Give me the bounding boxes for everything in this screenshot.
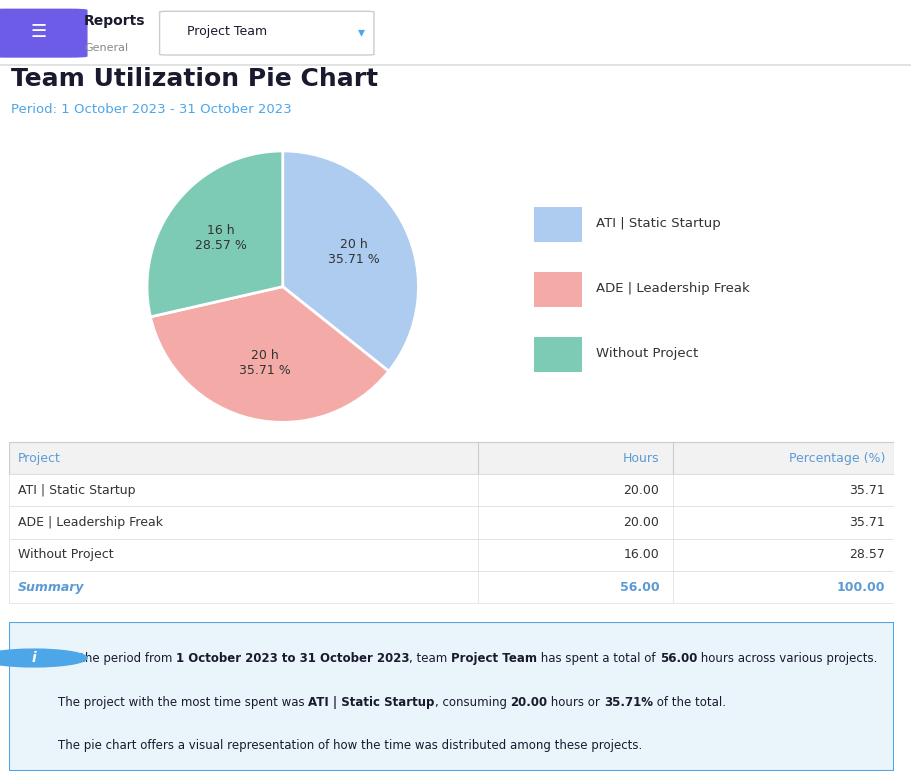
Text: Summary: Summary [18,580,85,594]
Text: , consuming: , consuming [434,696,510,709]
Text: 16 h
28.57 %: 16 h 28.57 % [195,224,247,252]
Text: ADE | Leadership Freak: ADE | Leadership Freak [18,516,163,529]
Text: Percentage (%): Percentage (%) [788,452,884,465]
Text: 100.00: 100.00 [835,580,884,594]
Text: i: i [32,651,36,665]
Text: Period: 1 October 2023 - 31 October 2023: Period: 1 October 2023 - 31 October 2023 [11,103,292,115]
FancyBboxPatch shape [159,11,374,55]
Text: 56.00: 56.00 [659,651,696,665]
FancyBboxPatch shape [9,442,893,474]
Text: ATI | Static Startup: ATI | Static Startup [596,217,721,230]
Text: Reports: Reports [84,14,145,28]
Text: Project Team: Project Team [187,25,267,38]
Text: 20 h
35.71 %: 20 h 35.71 % [327,239,379,267]
Circle shape [0,649,87,667]
Text: 56.00: 56.00 [619,580,659,594]
Wedge shape [282,151,418,371]
Text: hours or: hours or [547,696,603,709]
FancyBboxPatch shape [9,539,893,571]
Text: ATI | Static Startup: ATI | Static Startup [308,696,434,709]
Text: hours across various projects.: hours across various projects. [696,651,876,665]
Text: Without Project: Without Project [596,347,698,360]
Text: 35.71: 35.71 [848,484,884,497]
Text: The pie chart offers a visual representation of how the time was distributed amo: The pie chart offers a visual representa… [57,739,641,752]
Text: , team: , team [409,651,451,665]
Text: 35.71: 35.71 [848,516,884,529]
Text: For the period from: For the period from [57,651,176,665]
Text: ☰: ☰ [30,23,46,41]
FancyBboxPatch shape [0,9,87,58]
FancyBboxPatch shape [9,474,893,506]
Wedge shape [147,151,282,317]
Wedge shape [150,286,388,422]
Text: Project: Project [18,452,61,465]
Text: 16.00: 16.00 [623,548,659,562]
Text: General: General [84,43,128,53]
Text: of the total.: of the total. [652,696,725,709]
Text: ADE | Leadership Freak: ADE | Leadership Freak [596,282,750,295]
FancyBboxPatch shape [534,207,581,242]
Text: ▾: ▾ [357,25,364,39]
Text: has spent a total of: has spent a total of [537,651,659,665]
FancyBboxPatch shape [9,506,893,539]
Text: Project Team: Project Team [451,651,537,665]
FancyBboxPatch shape [9,622,893,771]
Text: 1 October 2023 to 31 October 2023: 1 October 2023 to 31 October 2023 [176,651,409,665]
FancyBboxPatch shape [9,571,893,603]
Text: Hours: Hours [622,452,659,465]
FancyBboxPatch shape [534,272,581,307]
Text: ATI | Static Startup: ATI | Static Startup [18,484,136,497]
FancyBboxPatch shape [534,337,581,372]
Text: 35.71%: 35.71% [603,696,652,709]
Text: 20.00: 20.00 [623,516,659,529]
Text: 20.00: 20.00 [623,484,659,497]
Text: 20.00: 20.00 [510,696,547,709]
Text: Team Utilization Pie Chart: Team Utilization Pie Chart [11,67,378,90]
Text: The project with the most time spent was: The project with the most time spent was [57,696,308,709]
Text: 20 h
35.71 %: 20 h 35.71 % [239,349,291,378]
Text: 28.57: 28.57 [848,548,884,562]
Text: Without Project: Without Project [18,548,114,562]
